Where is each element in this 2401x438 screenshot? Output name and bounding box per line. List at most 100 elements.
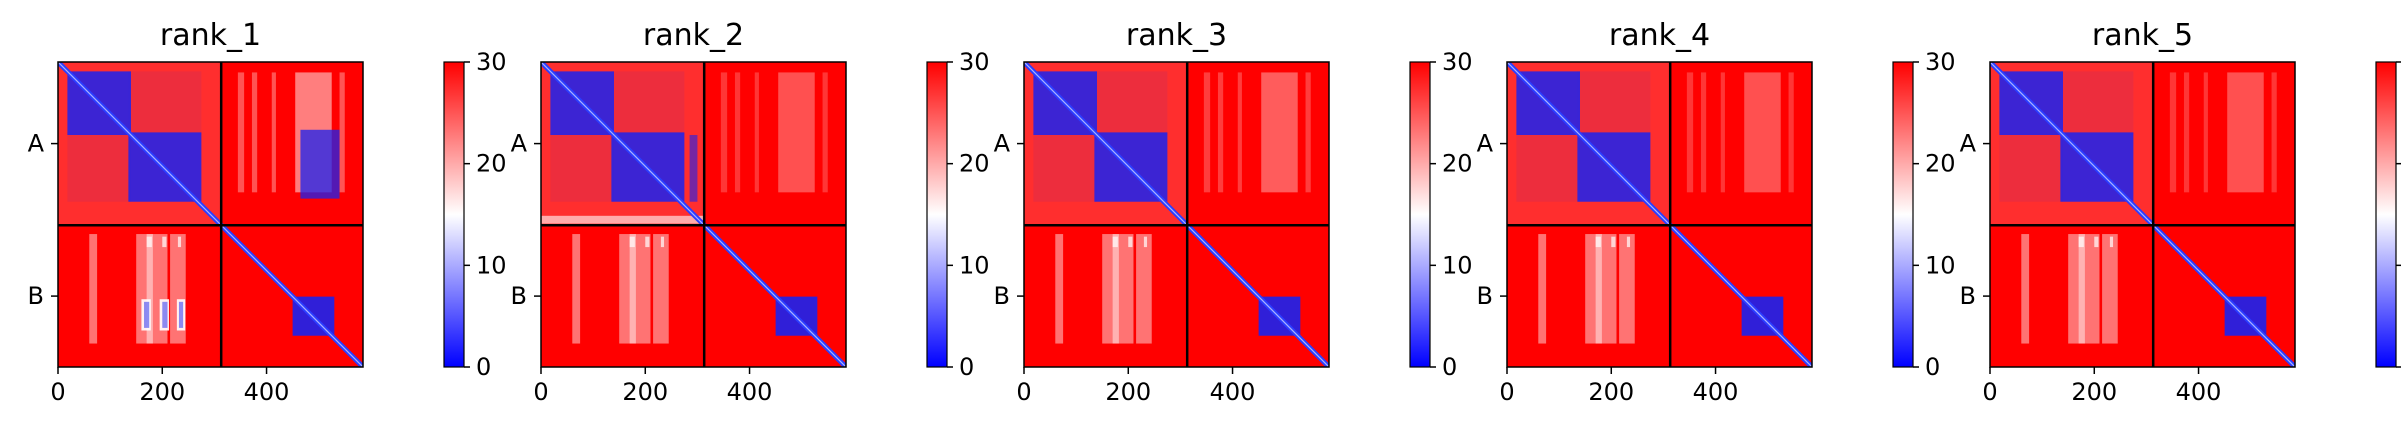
stripe-ba [1055, 234, 1064, 344]
stripe-ba-top [1611, 236, 1616, 248]
colorbar-gradient [444, 62, 464, 367]
chain-label-a: A [994, 130, 1011, 158]
diagonal-highlight [58, 62, 363, 367]
stripe-ab [2183, 72, 2190, 193]
plot-frame [57, 61, 364, 368]
chain-label-a: A [1477, 130, 1494, 158]
stripe-ba [89, 234, 98, 344]
colorbar-tick-label: 0 [1925, 353, 1940, 381]
colorbar-tick-label: 20 [1442, 150, 1473, 178]
stripe-ba-top [1128, 236, 1133, 248]
pae-panel-3: rank_3 0 200 400 A B [994, 18, 1330, 406]
diagonal-highlight [1024, 62, 1329, 367]
colorbar-3: 0 10 20 30 [1409, 48, 1473, 381]
plot-frame [1989, 61, 2296, 368]
stripe-ab [2227, 72, 2264, 193]
colorbar-1: 0 10 20 30 [443, 48, 507, 381]
stripe-ab [754, 72, 759, 193]
stripe-ab [251, 72, 258, 193]
colorbar-frame [2375, 61, 2397, 368]
colorbar-tick-label: 0 [1442, 353, 1457, 381]
stripe-ba-top [162, 236, 167, 248]
coupling-21 [2060, 71, 2134, 135]
colorbar-tick-label: 30 [1925, 48, 1956, 76]
domain-edge [689, 134, 698, 202]
colorbar-tick-label: 10 [476, 251, 507, 279]
interface-block-ab [300, 129, 340, 199]
x-tick-label: 0 [1982, 378, 1997, 406]
stripe-ba-top [1143, 236, 1148, 248]
x-tick-label: 400 [1210, 378, 1256, 406]
stripe-ba [1538, 234, 1547, 344]
panel-title: rank_4 [1609, 18, 1710, 53]
panel-title: rank_2 [643, 18, 744, 53]
stripe-ba [1585, 234, 1617, 344]
x-tick-label: 200 [622, 378, 668, 406]
chain-label-b: B [511, 282, 527, 310]
stripe-ab [1203, 72, 1211, 193]
stripe-ba-top [177, 236, 182, 248]
diagonal-highlight [1507, 62, 1812, 367]
stripe-ba [146, 234, 153, 344]
pae-panel-5: rank_5 0 200 400 A B [1960, 18, 2296, 406]
x-tick-label: 0 [1499, 378, 1514, 406]
stripe-ba [1112, 234, 1119, 344]
colorbar-frame [926, 61, 948, 368]
stripe-ba [1102, 234, 1134, 344]
stripe-ba [572, 234, 581, 344]
stripe-ba-top [2094, 236, 2099, 248]
stripe-ab [2271, 72, 2277, 193]
colorbar-tick-label: 30 [1442, 48, 1473, 76]
chain-label-b: B [1477, 282, 1493, 310]
colorbar-2: 0 10 20 30 [926, 48, 990, 381]
interface-dot-ba [144, 301, 150, 328]
colorbar-frame [443, 61, 465, 368]
stripe-ba-top [1112, 236, 1118, 248]
coupling-12 [1516, 132, 1580, 202]
chain-label-a: A [28, 130, 45, 158]
stripe-ba [2068, 234, 2100, 344]
chain-label-b: B [994, 282, 1010, 310]
colorbar-tick-label: 0 [959, 353, 974, 381]
diagonal-highlight [1990, 62, 2295, 367]
stripe-ba [2102, 234, 2118, 344]
chain-a-tail-stripe [541, 215, 705, 224]
panel-title: rank_1 [160, 18, 261, 53]
coupling-12 [67, 132, 131, 202]
colorbar-tick-label: 30 [476, 48, 507, 76]
stripe-ba-top [660, 236, 665, 248]
stripe-ab [1237, 72, 1242, 193]
stripe-ab [339, 72, 345, 193]
coupling-12 [550, 132, 614, 202]
panel-title: rank_3 [1126, 18, 1227, 53]
chain-label-b: B [1960, 282, 1976, 310]
plot-frame [540, 61, 847, 368]
pae-panel-2: rank_2 0 200 400 A B [511, 18, 847, 406]
stripe-ba [619, 234, 651, 344]
stripe-ba-top [645, 236, 650, 248]
colorbar-4: 0 10 20 30 [1892, 48, 1956, 381]
stripe-ab [778, 72, 815, 193]
stripe-ab [1720, 72, 1725, 193]
coupling-21 [611, 71, 685, 135]
chain-label-a: A [1960, 130, 1977, 158]
interface-dot-ba [162, 301, 168, 328]
plot-frame [1023, 61, 1330, 368]
stripe-ba [2021, 234, 2030, 344]
stripe-ab [1700, 72, 1707, 193]
stripe-ba-top [1626, 236, 1631, 248]
colorbar-tick-label: 30 [959, 48, 990, 76]
colorbar-tick-label: 20 [959, 150, 990, 178]
interface-dot-ba [178, 301, 184, 328]
pae-panel-4: rank_4 0 200 400 A B [1477, 18, 1813, 406]
colorbar-frame [1892, 61, 1914, 368]
stripe-ba [653, 234, 669, 344]
coupling-12 [1999, 132, 2063, 202]
stripe-ab [822, 72, 828, 193]
coupling-12 [1033, 132, 1097, 202]
stripe-ab [734, 72, 741, 193]
chain-label-b: B [28, 282, 44, 310]
colorbar-tick-label: 10 [1925, 251, 1956, 279]
